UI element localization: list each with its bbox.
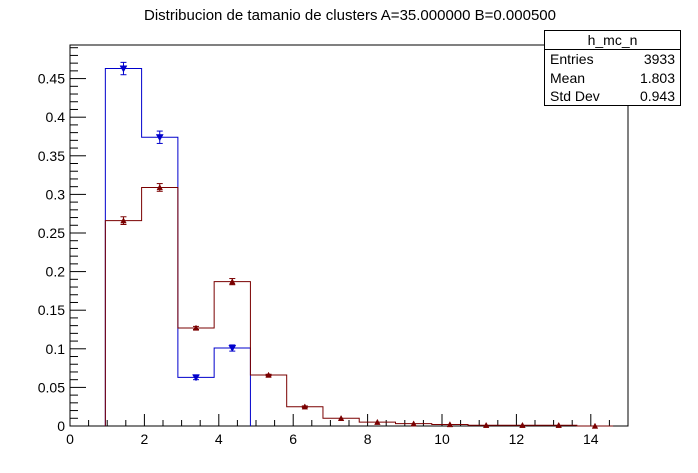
data-point-blue xyxy=(119,65,128,73)
data-point-red xyxy=(301,403,309,410)
x-tick-label: 6 xyxy=(289,431,297,447)
series-layer xyxy=(104,61,614,429)
y-axis: 0 0.05 0.1 0.15 0.2 0.25 0.3 0.35 0.4 0.45 xyxy=(38,47,86,434)
data-point-red xyxy=(482,421,490,428)
stats-row-stddev: Std Dev 0.943 xyxy=(545,87,680,106)
data-point-red xyxy=(446,421,454,428)
data-point-blue xyxy=(192,374,200,382)
data-point-red xyxy=(120,217,127,224)
histogram-line-red xyxy=(104,186,614,427)
y-tick-label: 0 xyxy=(57,418,65,434)
x-tick-label: 0 xyxy=(66,431,74,447)
stats-box-title: h_mc_n xyxy=(545,31,680,50)
y-tick-label: 0.4 xyxy=(46,109,66,125)
data-point-red xyxy=(410,420,417,427)
data-point-red xyxy=(156,184,163,191)
y-tick-label: 0.05 xyxy=(38,379,65,395)
y-tick-label: 0.25 xyxy=(38,225,65,241)
data-point-red xyxy=(519,421,526,428)
stats-stddev-label: Std Dev xyxy=(550,88,600,104)
x-tick-label: 2 xyxy=(141,431,149,447)
y-tick-label: 0.35 xyxy=(38,148,65,164)
data-point-red xyxy=(192,324,200,331)
y-tick-label: 0.3 xyxy=(46,186,66,202)
x-tick-label: 14 xyxy=(583,431,599,447)
stats-mean-label: Mean xyxy=(550,69,586,86)
y-tick-label: 0.1 xyxy=(46,341,66,357)
data-point-red xyxy=(337,414,345,421)
data-point-red xyxy=(229,278,236,285)
stats-entries-value: 3933 xyxy=(643,51,675,67)
y-tick-label: 0.45 xyxy=(38,71,65,87)
data-point-red xyxy=(555,421,562,428)
y-tick-label: 0.2 xyxy=(46,264,66,280)
stats-entries-label: Entries xyxy=(550,51,594,67)
stats-row-mean: Mean 1.803 xyxy=(545,69,680,88)
stats-box: h_mc_n Entries 3933 Mean 1.803 Std Dev 0… xyxy=(544,30,681,106)
x-axis: 0 2 4 6 8 10 12 14 xyxy=(66,414,629,447)
y-tick-label: 0.15 xyxy=(38,302,65,318)
stats-stddev-value: 0.943 xyxy=(639,88,675,104)
x-tick-label: 4 xyxy=(215,431,223,447)
data-point-red xyxy=(265,371,272,378)
stats-row-entries: Entries 3933 xyxy=(545,50,680,69)
chart-title: Distribucion de tamanio de clusters A=35… xyxy=(144,7,556,24)
x-tick-label: 12 xyxy=(509,431,525,447)
data-point-red xyxy=(374,418,381,425)
data-point-blue xyxy=(228,344,237,353)
stats-mean-value: 1.803 xyxy=(639,69,675,86)
data-point-red xyxy=(591,422,599,429)
x-tick-label: 8 xyxy=(364,431,372,447)
x-tick-label: 10 xyxy=(434,431,450,447)
data-point-blue xyxy=(155,134,164,142)
